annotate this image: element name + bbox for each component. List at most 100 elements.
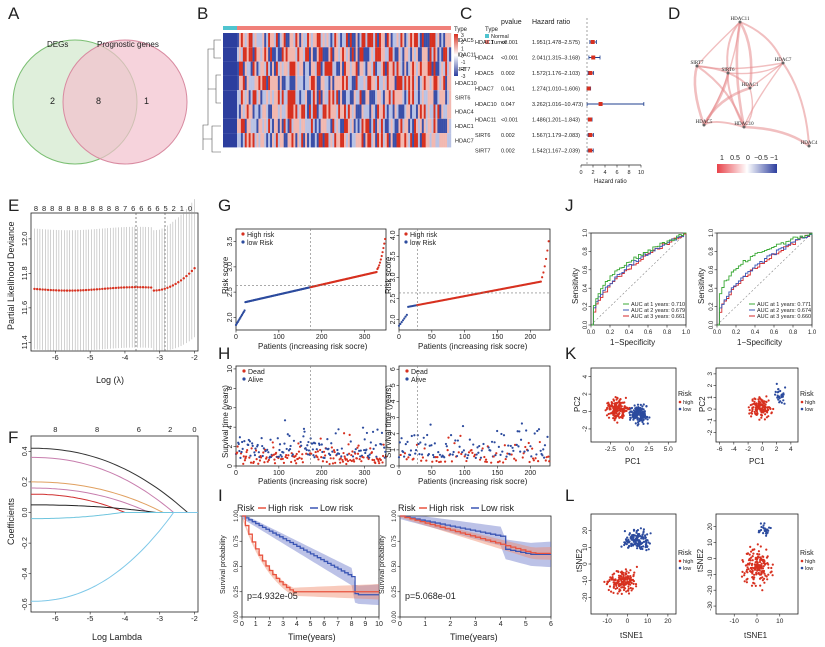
roc-left-y-label: 0.0 — [583, 320, 589, 329]
scatter-point — [758, 401, 761, 404]
heatmap-cell — [299, 33, 302, 48]
status-point — [537, 428, 541, 431]
heatmap-cell — [338, 118, 341, 134]
scatter-point — [613, 572, 616, 575]
pca-legend-high: high — [683, 400, 693, 406]
heatmap-cell — [408, 61, 411, 76]
forest-hr-point — [588, 133, 593, 137]
legend-normal-label: Normal — [491, 34, 509, 40]
status-point — [342, 432, 346, 435]
heatmap-cell — [273, 90, 277, 105]
heatmap-cell — [377, 90, 380, 105]
heatmap-cell — [307, 90, 310, 105]
scatter-point — [645, 549, 648, 552]
status-point — [483, 455, 486, 459]
heatmap-cell — [414, 61, 417, 76]
heatmap-cell — [289, 47, 292, 62]
heatmap-cell — [237, 104, 240, 119]
status-left-x-label: Patients (increasing risk socre) — [258, 477, 368, 486]
status-point — [267, 458, 270, 462]
pca-left-x-label: 0.0 — [625, 446, 634, 453]
status-legend-alive-dot — [242, 377, 246, 381]
heatmap-cell — [318, 33, 321, 48]
heatmap-cell — [384, 90, 387, 105]
heatmap-cell — [404, 104, 407, 119]
heatmap-cell — [445, 104, 448, 119]
km-left-x-label: Time(years) — [288, 632, 336, 642]
roc-curve — [717, 233, 813, 326]
heatmap-cell — [266, 75, 269, 91]
forest-hr-text: 1.951(1.478–2.575) — [532, 40, 580, 46]
heatmap-cell — [250, 61, 253, 76]
scatter-point — [639, 403, 642, 406]
heatmap-cell — [390, 104, 393, 119]
heatmap-cell — [347, 61, 351, 76]
status-point — [403, 452, 407, 455]
status-point — [354, 448, 357, 451]
forest-x-label: 10 — [638, 170, 644, 176]
heatmap-cell — [425, 33, 428, 48]
km-high-curve — [242, 515, 379, 593]
heatmap-cell — [334, 75, 337, 91]
lasso-path — [31, 481, 198, 513]
risk-right-y-label: 3.0 — [390, 272, 397, 282]
forest-hr-text: 1.567(1.179–2.083) — [532, 133, 580, 139]
cv-point — [109, 287, 112, 290]
status-point — [460, 452, 463, 456]
roc-right-y-label: 0.0 — [709, 320, 715, 329]
heatmap-cell — [287, 104, 290, 119]
status-point — [458, 445, 461, 448]
status-point — [278, 443, 282, 446]
cv-point — [87, 288, 90, 292]
tsne-legend-high-dot-2 — [800, 559, 804, 563]
heatmap-cell — [283, 75, 286, 91]
status-point — [301, 453, 304, 456]
status-point — [347, 443, 350, 446]
scatter-point — [755, 410, 759, 413]
heatmap-cell — [293, 33, 296, 48]
heatmap-cell — [250, 133, 253, 148]
network-edge — [743, 62, 784, 128]
heatmap-cell — [439, 61, 442, 76]
status-right-x-label: 150 — [492, 470, 504, 477]
heatmap-gene-label: HDAC4 — [455, 110, 474, 116]
heatmap-cell — [410, 75, 413, 91]
heatmap-cell — [441, 118, 444, 134]
scatter-point — [770, 570, 773, 573]
network-node-label: HDAC7 — [775, 58, 792, 63]
km-left-x-label: 3 — [281, 621, 285, 628]
lasso-plot-frame — [30, 435, 199, 613]
heatmap-cell — [336, 75, 339, 91]
heatmap-cell — [369, 75, 372, 91]
heatmap-cell — [297, 118, 300, 134]
heatmap-cell — [402, 118, 405, 134]
status-point — [438, 453, 442, 456]
risk-legend-low-dot — [241, 240, 245, 244]
status-point — [300, 457, 303, 460]
heatmap-cell — [338, 61, 341, 76]
heatmap-cell — [308, 75, 312, 91]
pca-left-frame — [590, 367, 677, 443]
heatmap-cell — [312, 104, 316, 119]
cv-top-tick: 2 — [172, 204, 176, 213]
status-right-y-label: 2 — [390, 432, 397, 436]
status-right-points — [397, 366, 551, 466]
scatter-point — [775, 382, 778, 385]
heatmap-cell — [324, 104, 327, 119]
network-node — [695, 64, 699, 68]
legend-tumor-label: Tumor — [491, 40, 507, 46]
heatmap-cell — [277, 104, 280, 119]
status-left-x-label: 0 — [234, 470, 238, 477]
heatmap-cell — [386, 47, 389, 62]
heatmap-cell — [273, 118, 277, 134]
heatmap-cell — [361, 47, 364, 62]
status-point — [292, 439, 296, 442]
cv-point — [76, 289, 80, 292]
heatmap-cell — [396, 75, 399, 91]
heatmap-cell — [351, 75, 354, 91]
scatter-point — [635, 415, 638, 418]
roc-left-x-label: 0.2 — [606, 330, 615, 336]
status-point — [281, 457, 284, 460]
venn-count-left: 2 — [50, 96, 55, 106]
status-point — [295, 452, 298, 456]
